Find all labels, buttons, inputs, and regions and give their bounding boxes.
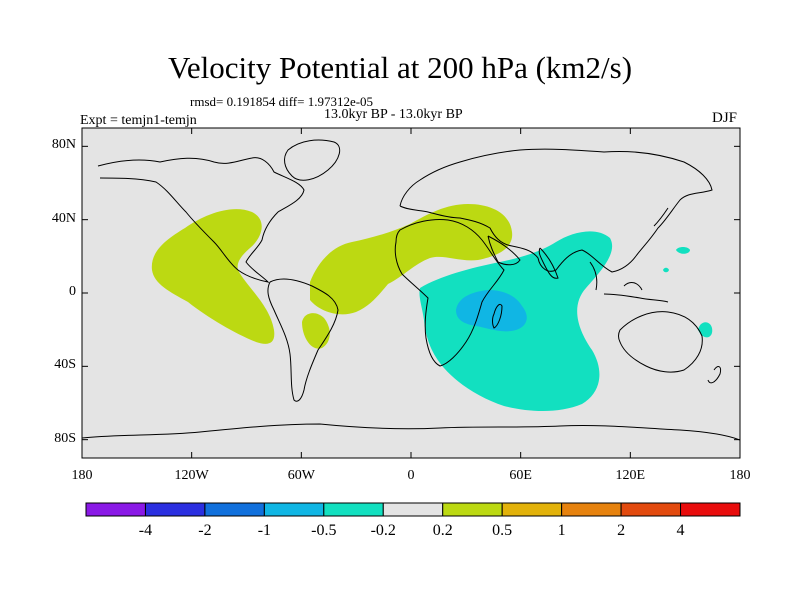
colorbar-label: 1 [557,522,566,539]
positive-anomaly-south-america [302,313,330,349]
negative-anomaly-west-pacific-2 [663,267,669,273]
lat-tick-label: 40N [51,210,76,226]
colorbar-label: 0.5 [492,522,513,539]
colorbar-label: 0.2 [432,522,453,539]
lon-tick-label: 60E [509,468,532,483]
coast-north-america [97,157,305,283]
colorbar-label: -0.2 [370,522,396,539]
colorbar-swatch [501,502,563,517]
positive-anomaly-atlantic [310,204,513,315]
negative-anomaly-west-pacific-1 [676,247,690,254]
lon-tick-label: 120W [174,468,209,483]
coast-southeast-asia [589,261,669,303]
negative-anomaly-west-pacific-3 [698,322,713,338]
colorbar-label: -2 [198,522,212,539]
positive-anomaly-pacific [151,209,275,344]
coast-australia [618,311,703,373]
plot-title: Velocity Potential at 200 hPa (km2/s) [167,50,633,85]
coastlines [82,139,740,441]
colorbar-swatch [204,502,265,517]
season-label: DJF [712,110,738,126]
experiment-label: Expt = temjn1-temjn [80,113,197,128]
coast-greenland [284,139,341,181]
colorbar-swatch [680,502,741,517]
lat-tick-label: 40S [54,357,76,373]
axis-ticks [81,128,741,458]
period-line: 13.0kyr BP - 13.0kyr BP [324,107,463,122]
colorbar-swatch [382,502,444,517]
coast-eurasia [399,148,713,273]
coast-new-zealand [707,366,721,384]
coast-arabia-india [487,235,559,279]
coast-madagascar [492,303,503,329]
lat-tick-label: 0 [69,284,76,299]
colorbar-swatch [442,502,503,517]
colorbar-swatch [620,502,682,517]
lat-tick-label: 80S [54,430,76,446]
negative-core-madagascar [456,290,527,332]
lon-tick-label: 180 [71,468,93,483]
colorbar-label: -4 [138,522,153,539]
colorbar-label: -0.5 [311,522,337,539]
colorbar-swatch [263,502,325,517]
coast-africa [394,219,505,367]
colorbar-swatch [85,502,146,517]
lat-tick-label: 80N [51,137,76,153]
colorbar-label: 2 [617,522,626,539]
colorbar [85,502,741,517]
coast-antarctica [82,423,740,441]
colorbar-swatch [144,502,206,517]
colorbar-swatch [323,502,384,517]
stats-line: rmsd= 0.191854 diff= 1.97312e-05 [190,94,374,109]
colorbar-label: 4 [676,522,685,539]
lon-tick-label: 0 [407,468,415,483]
coast-japan [653,207,669,227]
lon-tick-label: 60W [287,468,315,483]
coast-south-america [267,278,339,402]
field-contours [82,139,740,441]
lon-tick-label: 120E [615,468,646,483]
lon-tick-label: 180 [729,468,751,483]
colorbar-swatch [561,502,622,517]
colorbar-label: -1 [257,522,272,539]
